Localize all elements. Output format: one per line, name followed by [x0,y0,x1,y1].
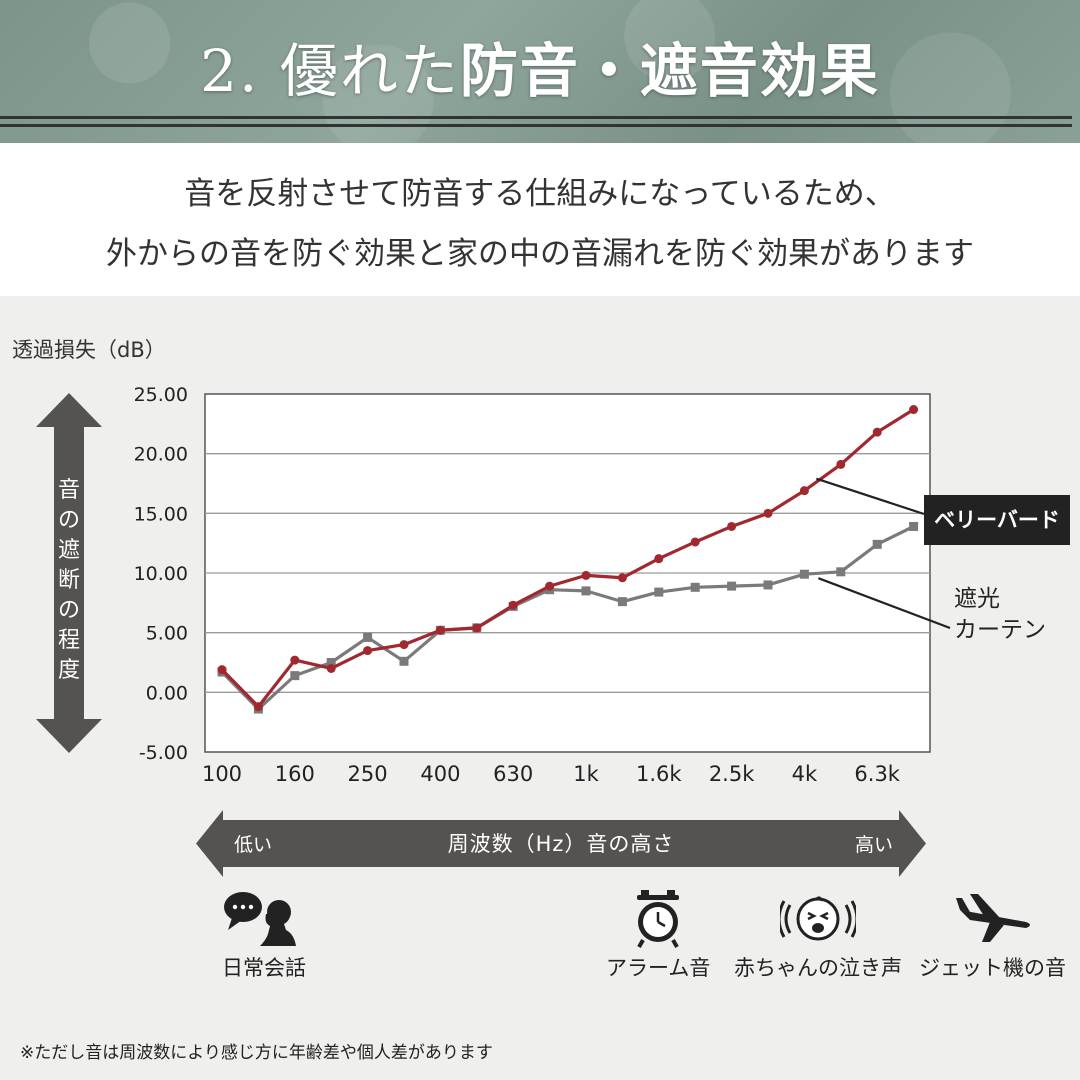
data-point [253,702,263,712]
y-tick-label: 20.00 [134,444,188,466]
data-point [290,655,300,665]
intro-panel: 音を反射させて防音する仕組みになっているため、 外からの音を防ぐ効果と家の中の音… [0,143,1080,296]
data-point [435,625,445,635]
legend-curtain: 遮光 カーテン [954,584,1046,646]
leader-line-curtain [818,577,951,630]
example-label-alarm: アラーム音 [606,956,711,980]
title-bold: 防音・遮音効果 [459,37,880,105]
data-point [799,486,809,496]
airplane-icon [956,894,1030,942]
x-tick-label: 630 [493,762,533,786]
page-title: 2. 優れた防音・遮音効果 [0,24,1080,108]
data-point [690,582,700,592]
frequency-low-label: 低い [234,834,273,856]
x-tick-label: 1.6k [636,762,682,786]
data-point [326,658,336,667]
vertical-double-arrow [36,393,102,753]
x-tick-label: 2.5k [709,762,755,786]
y-arrow-label: 音の遮断の程度 [57,478,80,683]
x-tick-label: 4k [792,762,818,786]
intro-line-1: 音を反射させて防音する仕組みになっているため、 [184,176,896,212]
leader-line-berry-bird [816,477,925,516]
x-tick-label: 1k [573,762,599,786]
data-point [581,570,591,580]
data-point [690,537,700,547]
y-axis-title: 透過損失（dB） [12,338,166,362]
transmission-loss-chart: 25.00 20.00 15.00 10.00 5.00 0.00 -5.00 100 160… [134,384,951,786]
data-point [836,459,846,469]
y-tick-label: 15.00 [134,503,188,525]
x-tick-label: 100 [202,762,242,786]
grid-lines [205,453,930,693]
data-point [799,569,809,579]
frequency-high-label: 高い [855,834,894,856]
data-point [617,597,627,607]
data-point [836,567,846,577]
series-group [217,405,919,714]
y-tick-label: 10.00 [134,563,188,585]
example-label-conversation: 日常会話 [222,956,306,980]
data-point [654,587,664,597]
header-rule-top [0,116,1072,119]
example-label-airplane: ジェット機の音 [919,956,1066,980]
x-tick-label: 400 [420,762,460,786]
data-point [363,632,373,642]
intro-line-2: 外からの音を防ぐ効果と家の中の音漏れを防ぐ効果があります [106,236,974,272]
x-tick-label: 6.3k [854,762,900,786]
data-point [363,646,373,656]
y-tick-label: 0.00 [146,682,188,704]
alarm-clock-icon [637,890,679,948]
legend-curtain-line2: カーテン [954,617,1046,643]
frequency-axis-label: 周波数（Hz）音の高さ [447,832,675,856]
crying-baby-icon [780,896,856,941]
header-banner: 2. 優れた防音・遮音効果 [0,0,1080,143]
legend-curtain-line1: 遮光 [954,586,1000,612]
data-point [909,521,919,531]
data-point [508,600,518,610]
y-tick-label: -5.00 [139,742,188,764]
y-tick-labels: 25.00 20.00 15.00 10.00 5.00 0.00 -5.00 [134,384,188,764]
x-tick-label: 250 [348,762,388,786]
data-point [872,427,882,437]
example-label-baby: 赤ちゃんの泣き声 [734,956,902,980]
y-tick-label: 25.00 [134,384,188,406]
data-point [654,554,664,564]
leader-lines [816,477,951,630]
data-point [617,573,627,583]
data-point [581,586,591,596]
data-point [545,581,555,591]
data-point [909,405,919,415]
data-point [399,656,409,666]
y-tick-label: 5.00 [146,623,188,645]
data-point [763,508,773,518]
data-point [872,539,882,549]
x-tick-labels: 100 160 250 400 630 1k 1.6k 2.5k 4k 6.3k [202,762,901,786]
legend-berry-bird: ベリーバード [924,495,1070,545]
data-point [763,580,773,590]
x-tick-label: 160 [275,762,315,786]
horizontal-double-arrow [196,810,926,877]
data-point [326,663,336,673]
series-line [220,408,915,709]
data-point [217,665,227,675]
header-rule-bottom [0,124,1072,127]
data-point [727,581,737,591]
data-point [399,640,409,650]
title-prefix: 2. 優れた [200,37,460,105]
series-line [220,525,915,711]
data-point [290,671,300,681]
data-point [727,521,737,531]
conversation-icon [224,892,296,946]
data-point [472,623,482,633]
footnote: ※ただし音は周波数により感じ方に年齢差や個人差があります [20,1043,493,1063]
